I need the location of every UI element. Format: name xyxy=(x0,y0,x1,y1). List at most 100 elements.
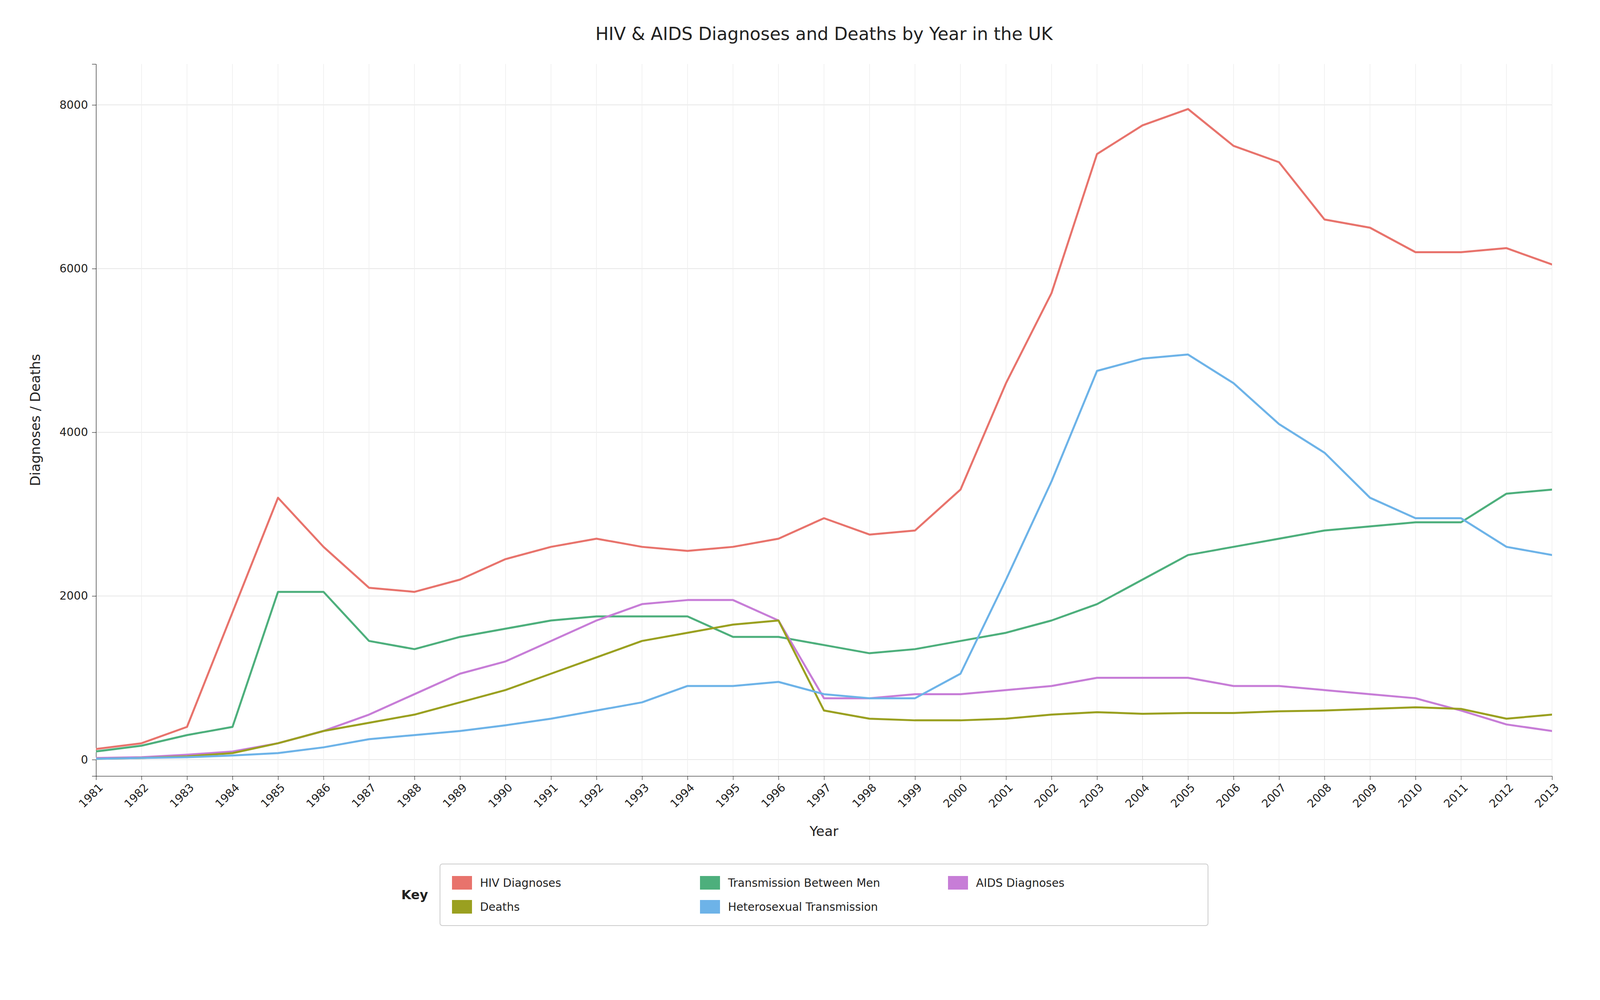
series-line xyxy=(96,620,1552,759)
x-tick-label: 1986 xyxy=(303,780,334,811)
legend-label: Deaths xyxy=(480,900,520,914)
x-tick: 1982 xyxy=(121,776,152,811)
legend: HIV Diagnoses Transmission Between Men AID… xyxy=(440,864,1208,926)
grid-line-x xyxy=(1324,64,1326,776)
y-tick: 4000 xyxy=(59,425,96,439)
chart-svg: 1981198219831984198519861987198819891990… xyxy=(0,0,1600,1000)
chart-title: HIV & AIDS Diagnoses and Deaths by Year … xyxy=(595,23,1053,44)
x-tick-label: 1999 xyxy=(895,780,925,811)
grid-line-x xyxy=(960,64,962,776)
series-line xyxy=(96,489,1552,752)
x-tick: 2009 xyxy=(1350,776,1380,811)
x-tick-mark xyxy=(960,776,961,780)
grid-line-x xyxy=(641,64,643,776)
x-tick-label: 1998 xyxy=(849,780,880,811)
x-tick-mark xyxy=(505,776,506,780)
x-tick-label: 1994 xyxy=(667,780,698,811)
x-tick-mark xyxy=(369,776,370,780)
x-tick: 1998 xyxy=(849,776,880,811)
x-tick: 2007 xyxy=(1259,776,1289,811)
y-tick: 6000 xyxy=(59,262,96,276)
grid-line-x xyxy=(687,64,688,776)
x-tick-mark xyxy=(1370,776,1371,780)
x-tick-mark xyxy=(96,776,97,780)
grid-line-x xyxy=(1506,64,1508,776)
x-tick-mark xyxy=(1552,776,1553,780)
series-line xyxy=(96,109,1552,750)
x-tick-mark xyxy=(687,776,688,780)
y-tick-mark xyxy=(92,104,96,106)
y-tick-mark xyxy=(92,268,96,269)
legend-swatch xyxy=(452,900,472,914)
plot-area xyxy=(96,109,1552,760)
x-tick-mark xyxy=(278,776,279,780)
grid-line-x xyxy=(1051,64,1052,776)
y-tick-label: 2000 xyxy=(59,589,88,603)
x-tick: 1984 xyxy=(212,776,243,811)
legend-item: HIV Diagnoses xyxy=(452,876,562,890)
legend-label: HIV Diagnoses xyxy=(480,876,562,890)
x-tick: 1993 xyxy=(622,776,652,811)
x-tick-label: 2005 xyxy=(1168,780,1198,811)
x-tick-mark xyxy=(1415,776,1416,780)
x-tick: 1994 xyxy=(667,776,698,811)
x-tick-mark xyxy=(1461,776,1462,780)
grid-line-x xyxy=(869,64,870,776)
x-tick-label: 2008 xyxy=(1304,780,1335,811)
grid-line-x xyxy=(1142,64,1144,776)
x-tick-label: 1992 xyxy=(576,780,607,811)
x-tick: 1999 xyxy=(895,776,925,811)
grid-line-x xyxy=(1369,64,1371,776)
x-tick-mark xyxy=(1142,776,1143,780)
x-tick-mark xyxy=(187,776,188,780)
x-tick-label: 2010 xyxy=(1395,780,1426,811)
legend-title: Key xyxy=(401,887,428,903)
grid-line-x xyxy=(232,64,234,776)
x-tick-label: 1990 xyxy=(485,780,516,811)
grid-line-x xyxy=(1415,64,1416,776)
x-tick-label: 1983 xyxy=(167,780,197,811)
x-tick: 2002 xyxy=(1031,776,1062,811)
x-tick-label: 1987 xyxy=(349,780,379,811)
x-tick: 1995 xyxy=(713,776,743,811)
x-tick-mark xyxy=(1279,776,1280,780)
grid-line-x xyxy=(1187,64,1189,776)
x-tick-label: 1989 xyxy=(440,780,470,811)
x-tick: 2004 xyxy=(1122,776,1153,811)
grid-line-x xyxy=(596,64,598,776)
x-tick: 2000 xyxy=(940,776,971,811)
x-tick-label: 2007 xyxy=(1259,780,1289,811)
legend-swatch xyxy=(452,876,472,890)
grid-line-x xyxy=(414,64,416,776)
x-tick-label: 1982 xyxy=(121,780,152,811)
x-tick: 2010 xyxy=(1395,776,1426,811)
x-tick-label: 1996 xyxy=(758,780,789,811)
x-tick-mark xyxy=(1506,776,1507,780)
series-line xyxy=(96,354,1552,759)
x-tick-mark xyxy=(1097,776,1098,780)
legend-item: Transmission Between Men xyxy=(700,876,880,890)
y-tick-label: 8000 xyxy=(59,98,88,112)
legend-label: AIDS Diagnoses xyxy=(976,876,1065,890)
y-tick: 0 xyxy=(80,753,96,767)
x-tick: 1987 xyxy=(349,776,379,811)
grid-line-x xyxy=(141,64,142,776)
x-tick: 1996 xyxy=(758,776,789,811)
grid xyxy=(96,64,1552,776)
x-tick: 2001 xyxy=(986,776,1016,811)
grid-line-x xyxy=(732,64,734,776)
y-axis-title: Diagnoses / Deaths xyxy=(27,354,44,486)
x-tick-mark xyxy=(733,776,734,780)
x-tick-label: 1984 xyxy=(212,780,243,811)
grid-line-x xyxy=(1005,64,1007,776)
grid-line-x xyxy=(323,64,324,776)
x-axis-title: Year xyxy=(809,823,839,840)
x-tick-mark xyxy=(642,776,643,780)
x-tick-mark xyxy=(460,776,461,780)
x-tick-mark xyxy=(551,776,552,780)
y-tick-mark xyxy=(92,432,96,433)
chart-root: 1981198219831984198519861987198819891990… xyxy=(59,64,1562,811)
x-tick-label: 2006 xyxy=(1213,780,1244,811)
y-tick-mark xyxy=(92,759,96,760)
x-tick-mark xyxy=(1006,776,1007,780)
